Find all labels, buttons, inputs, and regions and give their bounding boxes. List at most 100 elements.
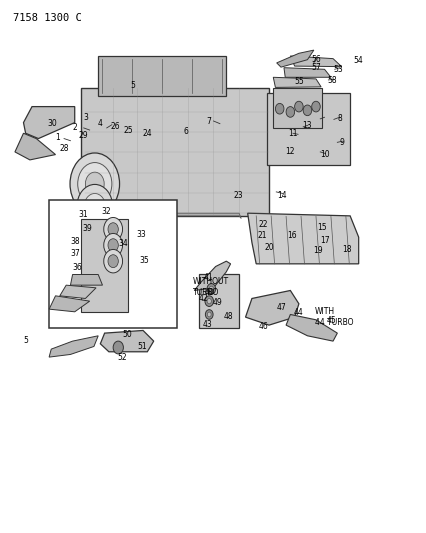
Text: 48: 48 (223, 312, 232, 321)
Circle shape (205, 310, 213, 319)
Circle shape (78, 163, 112, 205)
Text: 2: 2 (72, 124, 77, 132)
Circle shape (294, 101, 302, 112)
Text: 54: 54 (352, 56, 362, 64)
Bar (266, 93, 349, 165)
Text: 51: 51 (137, 342, 146, 351)
Polygon shape (290, 56, 341, 67)
Circle shape (302, 105, 311, 116)
Polygon shape (273, 77, 320, 87)
Text: 45: 45 (326, 317, 335, 325)
Bar (81, 219, 128, 312)
Polygon shape (283, 68, 330, 77)
Text: 38: 38 (70, 238, 79, 246)
Circle shape (104, 217, 122, 241)
Polygon shape (276, 50, 313, 67)
Text: 19: 19 (313, 246, 322, 255)
Text: 9: 9 (338, 138, 343, 147)
Text: 30: 30 (48, 119, 57, 127)
Text: 49: 49 (213, 298, 222, 307)
Circle shape (77, 184, 112, 229)
Text: 42: 42 (198, 294, 207, 303)
Text: WITH
44 TURBO: WITH 44 TURBO (314, 306, 352, 327)
Polygon shape (194, 261, 230, 290)
Text: 23: 23 (233, 191, 242, 199)
Text: 17: 17 (319, 237, 328, 245)
Text: 41: 41 (203, 273, 212, 281)
Text: 28: 28 (59, 144, 69, 152)
Text: 25: 25 (123, 126, 132, 135)
Bar (273, 88, 322, 128)
Circle shape (104, 249, 122, 273)
Polygon shape (245, 290, 298, 325)
Circle shape (113, 341, 123, 354)
Text: 43: 43 (203, 320, 212, 328)
Text: 44: 44 (294, 308, 303, 317)
Text: 29: 29 (78, 132, 88, 140)
Circle shape (104, 233, 122, 257)
Circle shape (204, 296, 213, 306)
Text: 50: 50 (122, 330, 132, 339)
Text: 55: 55 (294, 77, 303, 85)
Text: 56: 56 (311, 55, 320, 64)
Polygon shape (15, 133, 55, 160)
Text: 1: 1 (55, 133, 60, 142)
Bar (81, 88, 268, 216)
Text: 4: 4 (98, 119, 103, 128)
Circle shape (70, 153, 119, 215)
Text: 7: 7 (206, 117, 211, 126)
Circle shape (209, 286, 213, 292)
Text: 35: 35 (139, 256, 149, 264)
Polygon shape (285, 314, 337, 341)
Text: 15: 15 (317, 223, 326, 231)
Polygon shape (85, 213, 241, 219)
Text: 18: 18 (341, 245, 351, 254)
Circle shape (207, 284, 215, 294)
Text: 10: 10 (319, 150, 328, 159)
Text: 8: 8 (336, 114, 341, 123)
Text: 20: 20 (264, 243, 273, 252)
Polygon shape (49, 336, 98, 357)
Text: 39: 39 (82, 224, 92, 232)
Bar (98, 56, 226, 96)
Text: 5: 5 (130, 81, 135, 90)
Text: 7158 1300 C: 7158 1300 C (13, 13, 81, 23)
Text: 22: 22 (258, 220, 268, 229)
Circle shape (108, 239, 118, 252)
Bar (198, 274, 239, 328)
Text: 24: 24 (142, 130, 152, 138)
Text: 32: 32 (101, 207, 110, 215)
Text: 46: 46 (258, 322, 268, 330)
Text: 33: 33 (137, 230, 146, 239)
Circle shape (311, 101, 320, 112)
Text: 26: 26 (110, 123, 120, 131)
Text: 12: 12 (285, 147, 294, 156)
Text: 36: 36 (72, 263, 81, 272)
Circle shape (84, 193, 105, 220)
Text: 11: 11 (287, 130, 296, 138)
Text: 16: 16 (287, 231, 296, 240)
Polygon shape (60, 285, 96, 298)
Circle shape (285, 107, 294, 117)
Text: 21: 21 (257, 231, 267, 240)
Text: 34: 34 (118, 239, 127, 248)
Text: 5: 5 (23, 336, 28, 344)
Text: 6: 6 (183, 127, 188, 136)
Polygon shape (247, 213, 358, 264)
Text: 52: 52 (117, 353, 126, 361)
Text: 31: 31 (78, 210, 88, 219)
Text: 58: 58 (327, 76, 337, 85)
Circle shape (85, 172, 104, 196)
Text: WITHOUT
TURBO: WITHOUT TURBO (193, 277, 229, 297)
Text: 13: 13 (302, 122, 311, 130)
Polygon shape (23, 107, 75, 139)
Text: 3: 3 (83, 113, 88, 122)
Polygon shape (49, 296, 89, 312)
Circle shape (108, 255, 118, 268)
Circle shape (207, 312, 210, 317)
Text: 40: 40 (204, 288, 213, 296)
Text: 37: 37 (70, 249, 80, 258)
Text: 47: 47 (276, 303, 286, 311)
Circle shape (207, 298, 211, 304)
Text: 53: 53 (333, 65, 342, 74)
